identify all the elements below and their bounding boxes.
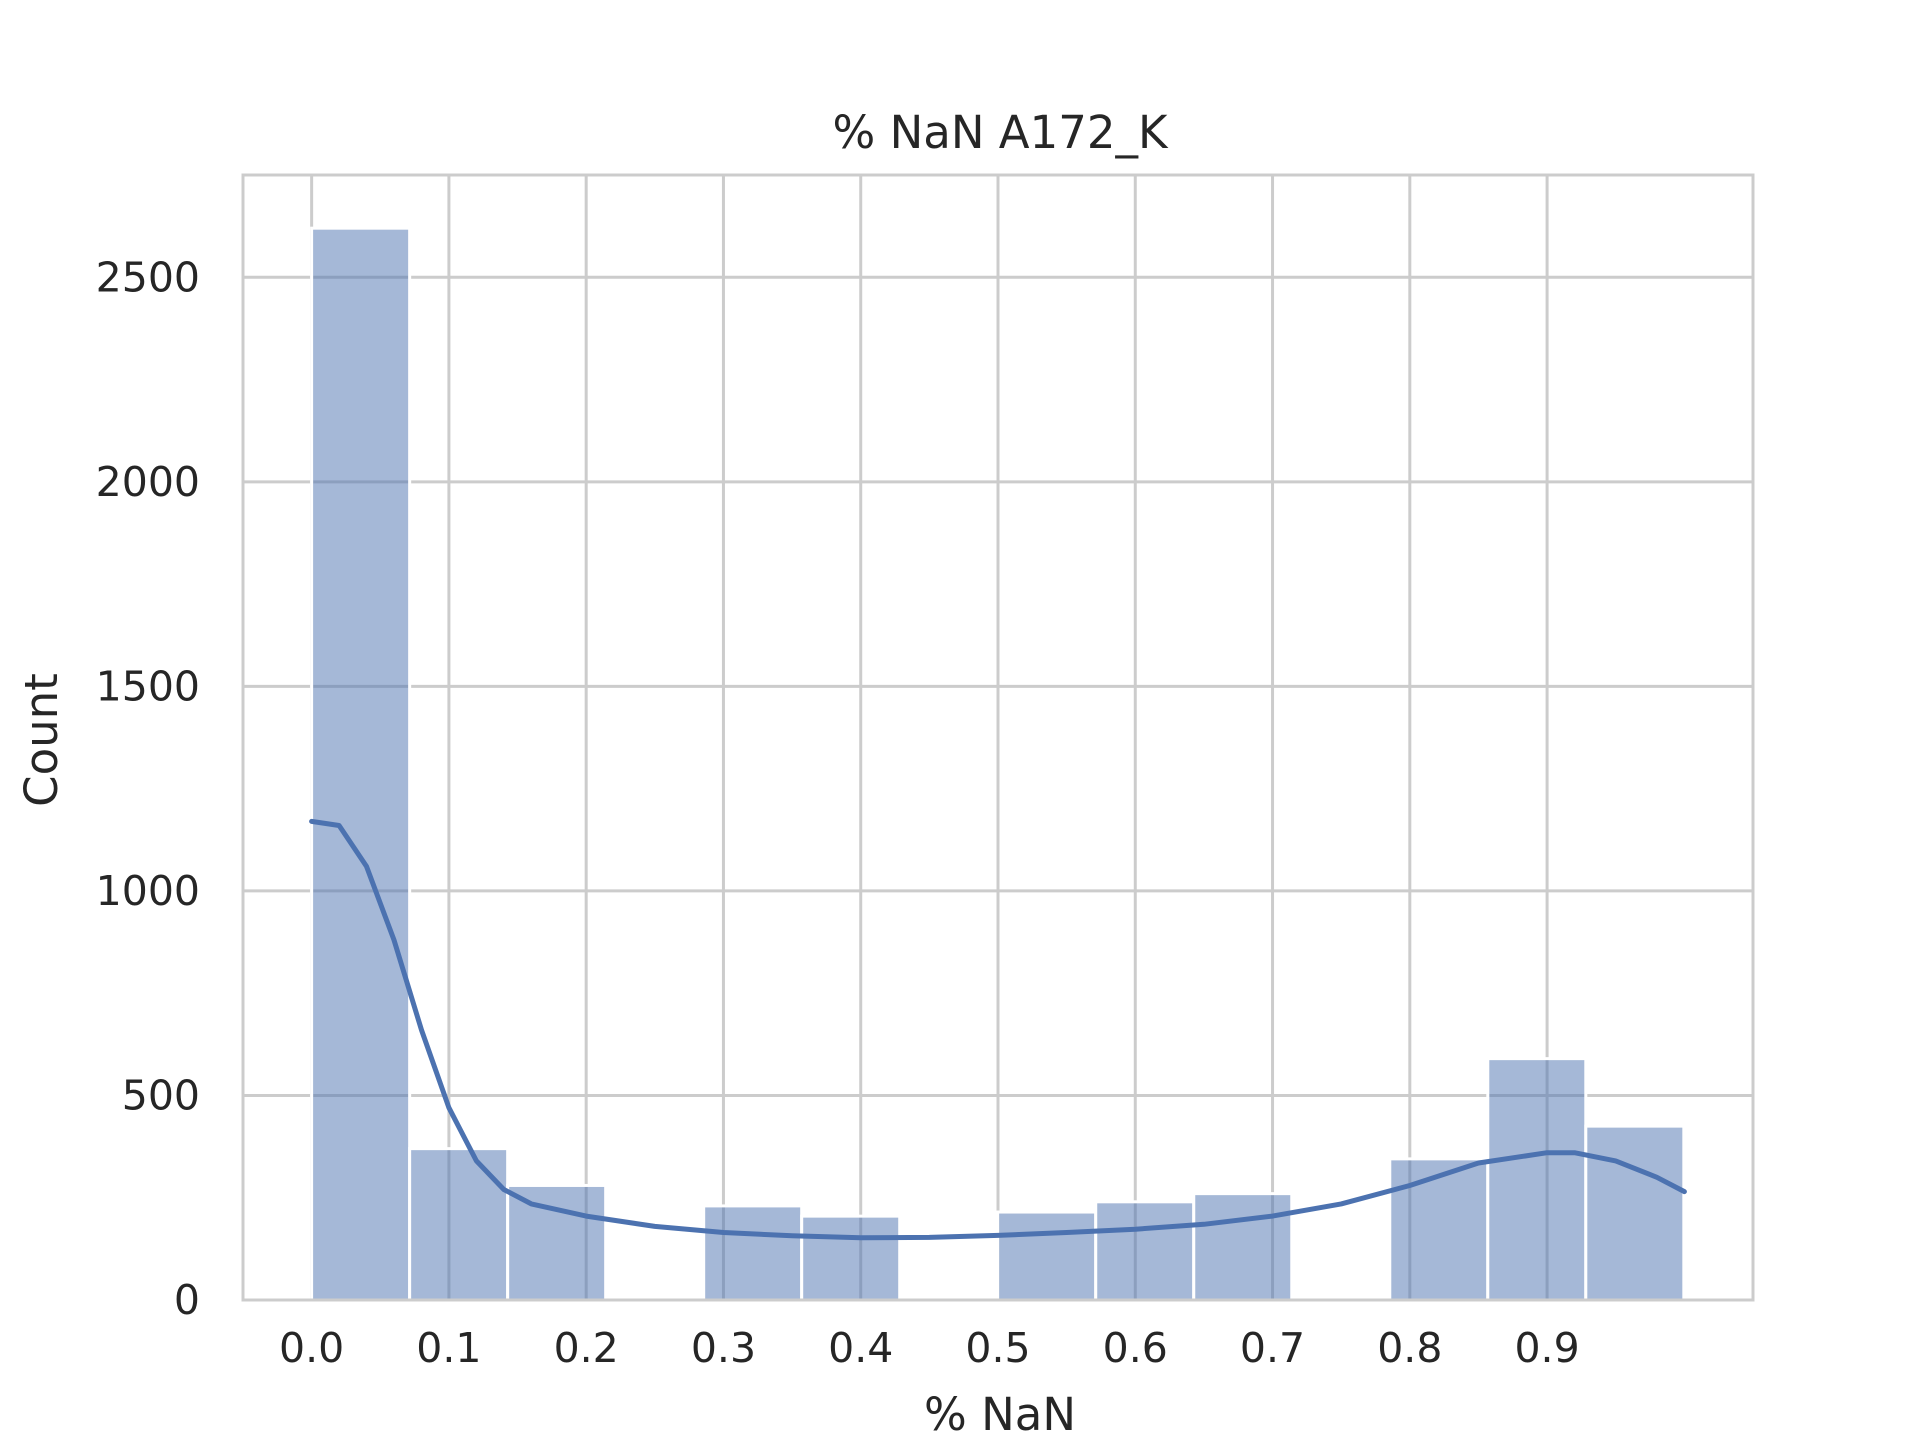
kde-curve-layer	[309, 818, 1687, 1241]
histogram-bar	[996, 1210, 1098, 1302]
x-tick-label: 0.9	[1514, 1324, 1579, 1372]
x-tick-label: 0.1	[416, 1324, 481, 1372]
y-tick-labels: 0 500 1000 1500 2000 2500	[96, 253, 200, 1324]
histogram-bar	[1486, 1057, 1588, 1302]
x-tick-label: 0.8	[1377, 1324, 1442, 1372]
y-tick-label: 1500	[96, 662, 200, 710]
x-tick-label: 0.0	[279, 1324, 344, 1372]
histogram-bar	[702, 1204, 804, 1302]
x-axis-label: % NaN	[924, 1388, 1076, 1440]
y-tick-label: 0	[174, 1276, 200, 1324]
x-tick-label: 0.7	[1240, 1324, 1305, 1372]
histogram-bar	[1094, 1200, 1196, 1302]
x-tick-label: 0.5	[965, 1324, 1030, 1372]
y-tick-label: 1000	[96, 867, 200, 915]
kde-curve	[309, 818, 1687, 1241]
x-tick-label: 0.4	[828, 1324, 893, 1372]
histogram-bars	[310, 226, 1686, 1302]
x-tick-label: 0.3	[691, 1324, 756, 1372]
y-axis-label: Count	[15, 673, 68, 807]
histogram-bar	[1584, 1124, 1686, 1302]
x-tick-label: 0.6	[1103, 1324, 1168, 1372]
y-tick-label: 2500	[96, 253, 200, 301]
y-tick-label: 500	[122, 1071, 200, 1119]
x-tick-label: 0.2	[554, 1324, 619, 1372]
y-tick-label: 2000	[96, 458, 200, 506]
chart-title: % NaN A172_K	[833, 106, 1169, 159]
histogram-bar	[1388, 1157, 1490, 1302]
histogram-bar	[1192, 1192, 1294, 1302]
histogram-bar	[506, 1183, 608, 1302]
plot-frame	[241, 173, 1755, 1302]
histogram-bar	[800, 1214, 902, 1302]
histogram-bar	[310, 226, 412, 1302]
x-tick-labels: 0.0 0.1 0.2 0.3 0.4 0.5 0.6 0.7 0.8 0.9	[279, 1324, 1580, 1372]
histogram-bar	[408, 1147, 510, 1302]
